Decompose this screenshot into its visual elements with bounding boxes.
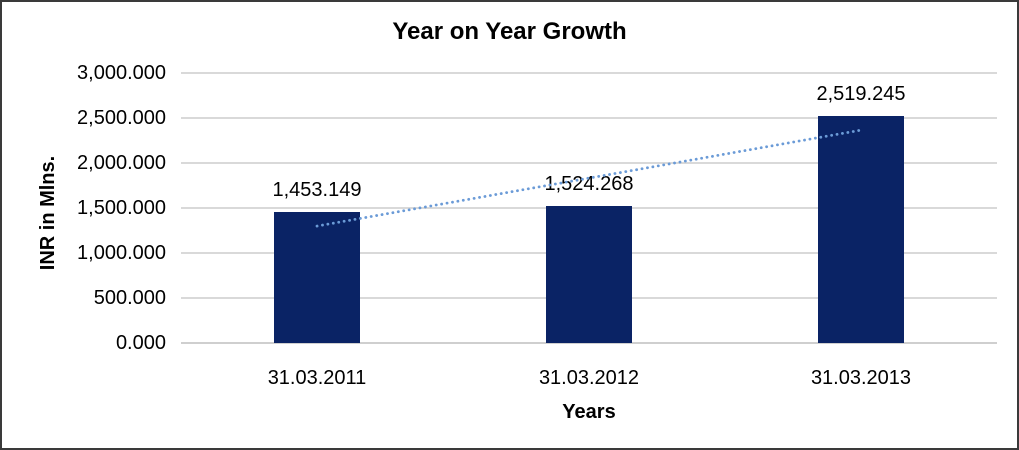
x-tick-label: 31.03.2011	[267, 367, 367, 389]
bar-31.03.2011	[274, 212, 360, 343]
y-tick-label: 3,000.000	[77, 62, 166, 84]
y-tick-label: 2,000.000	[77, 152, 166, 174]
y-tick-label: 2,500.000	[77, 107, 166, 129]
y-tick-label: 1,000.000	[77, 242, 166, 264]
y-tick-label: 0.000	[115, 332, 166, 354]
bar-data-label: 1,524.268	[544, 172, 634, 195]
gridline	[181, 117, 997, 119]
bar-data-label: 1,453.149	[272, 179, 362, 202]
gridline	[181, 342, 997, 344]
gridline	[181, 72, 997, 74]
bar-data-label: 2,519.245	[816, 83, 906, 106]
y-tick-label: 1,500.000	[77, 197, 166, 219]
x-axis-title: Years	[562, 401, 616, 423]
x-tick-label: 31.03.2013	[810, 367, 912, 389]
x-tick-label: 31.03.2012	[538, 367, 640, 389]
bar-31.03.2013	[818, 116, 904, 343]
y-tick-label: 500.000	[93, 287, 166, 309]
bar-31.03.2012	[546, 205, 632, 343]
y-axis-title: INR in Mlns.	[37, 155, 59, 271]
chart-title: Year on Year Growth	[392, 18, 627, 45]
